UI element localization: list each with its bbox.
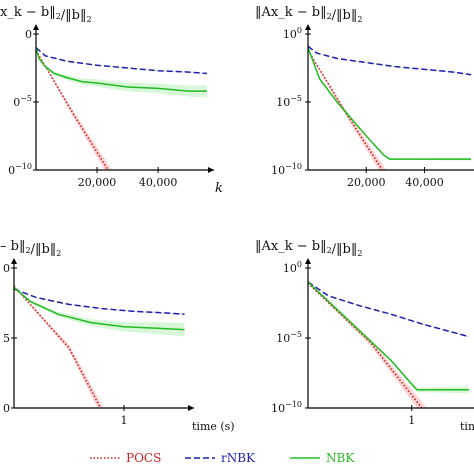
chart-panel-top-left: 0 0−5 0−10 20,000 40,000 x_k − b‖2/‖b‖2 k <box>0 5 223 196</box>
series-line-rnbk <box>308 281 470 338</box>
series-band-nbk <box>36 47 207 98</box>
y-tick-label: 0 <box>25 28 32 41</box>
series-line-pocs <box>308 49 384 170</box>
x-tick-label: 40,000 <box>139 176 178 189</box>
series-band-nbk <box>14 287 185 337</box>
series-line-nbk <box>36 47 207 92</box>
y-tick-label: 0−5 <box>13 94 32 109</box>
x-tick-label: 1 <box>121 414 128 427</box>
series-line-pocs <box>14 285 102 408</box>
chart-title: ‖Ax_k − b‖2/‖b‖2 <box>255 5 362 24</box>
chart-panel-bottom-right: 100 10−5 10−10 1 ‖Ax_k − b‖2/‖b‖2 time (s) <box>255 239 474 433</box>
x-axis-label: k <box>215 181 223 196</box>
y-axis-arrow <box>11 258 17 264</box>
series-band-rnbk <box>14 289 185 316</box>
x-axis-arrow <box>188 405 194 411</box>
y-tick-label: 10−10 <box>271 400 302 415</box>
y-axis-arrow <box>305 258 311 264</box>
x-axis-arrow <box>208 167 214 173</box>
legend-label-rnbk: rNBK <box>221 451 256 465</box>
chart-title: x_k − b‖2/‖b‖2 <box>0 5 92 24</box>
series-line-pocs <box>36 49 110 170</box>
series-band-rnbk <box>36 47 207 75</box>
series-line-nbk <box>308 281 469 391</box>
series-band-pocs <box>14 286 104 408</box>
series-line-rnbk <box>36 47 208 75</box>
series-line-rnbk <box>308 45 472 76</box>
plot-area <box>14 285 185 408</box>
x-tick-label: 20,000 <box>347 176 386 189</box>
y-tick-label: 100 <box>283 260 302 275</box>
y-axis-arrow <box>33 24 39 30</box>
series-band-rnbk <box>308 46 472 76</box>
y-tick-label: 10−5 <box>276 94 302 109</box>
series-line-pocs <box>308 282 423 408</box>
series-band-rnbk <box>308 282 469 338</box>
legend-label-pocs: POCS <box>126 451 161 465</box>
plot-area <box>36 47 208 170</box>
y-tick-label: 0 <box>3 402 10 415</box>
x-tick-label: 1 <box>408 414 415 427</box>
chart-panel-bottom-left: 0 5 0 1 – b‖2/‖b‖2 time (s) <box>0 239 235 433</box>
chart-title: – b‖2/‖b‖2 <box>0 239 61 258</box>
series-line-rnbk <box>14 288 185 315</box>
plot-area <box>308 281 470 408</box>
series-band-pocs <box>308 283 427 408</box>
y-tick-label: 0 <box>3 262 10 275</box>
series-line-nbk <box>308 47 472 160</box>
plot-area <box>308 45 472 170</box>
x-axis-label: time (s) <box>192 420 235 433</box>
legend-label-nbk: NBK <box>326 451 355 465</box>
legend: POCS rNBK NBK <box>90 451 355 465</box>
x-axis-label: time (s) <box>460 420 474 433</box>
y-tick-label: 100 <box>283 26 302 41</box>
x-tick-label: 40,000 <box>405 176 444 189</box>
y-tick-label: 0−10 <box>8 162 32 177</box>
series-line-nbk <box>14 287 185 331</box>
chart-title: ‖Ax_k − b‖2/‖b‖2 <box>255 239 362 258</box>
y-tick-label: 5 <box>3 332 10 345</box>
y-tick-label: 10−10 <box>271 162 302 177</box>
y-tick-label: 10−5 <box>276 330 302 345</box>
chart-panel-top-right: 100 10−5 10−10 20,000 40,000 ‖Ax_k − b‖2/‖b‖2 <box>255 5 474 189</box>
series-band-nbk <box>308 282 469 394</box>
series-band-pocs <box>36 50 112 170</box>
series-band-nbk <box>308 47 472 161</box>
y-axis-arrow <box>305 24 311 30</box>
x-tick-label: 20,000 <box>78 176 117 189</box>
